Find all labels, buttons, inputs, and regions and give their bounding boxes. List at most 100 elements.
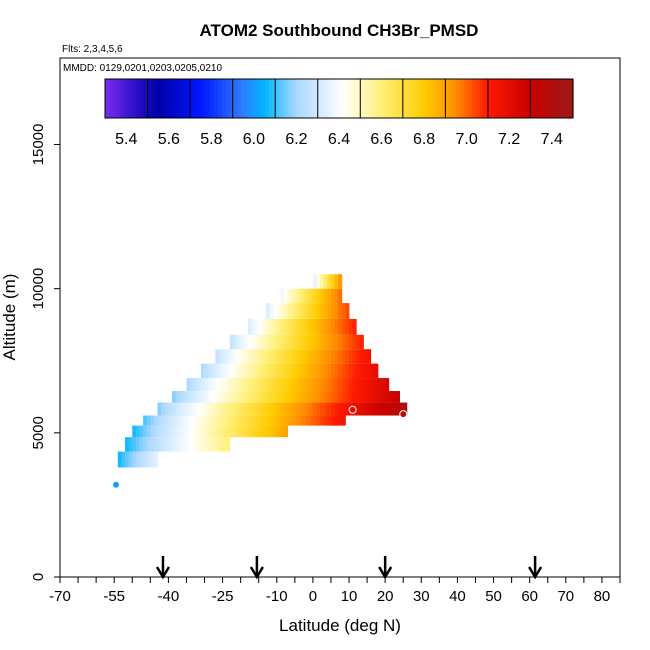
y-axis: 0 5000 10000 15000 — [30, 124, 60, 581]
colorbar-swatch — [300, 79, 305, 118]
heatmap-cell — [334, 378, 339, 392]
heatmap-cell — [237, 349, 242, 364]
heatmap-cell — [244, 402, 249, 416]
heatmap-cell — [280, 425, 285, 438]
colorbar-swatch — [210, 79, 215, 118]
heatmap-cell — [247, 402, 252, 416]
colorbar-swatch — [108, 79, 114, 118]
heatmap-cell — [258, 349, 263, 364]
heatmap-cell — [323, 415, 328, 426]
colorbar-swatch — [522, 79, 527, 118]
heatmap-cell — [251, 378, 256, 392]
heatmap-cell — [222, 363, 227, 379]
heatmap-cell — [244, 415, 249, 426]
colorbar-swatch — [303, 79, 309, 118]
heatmap-cell — [356, 391, 361, 403]
heatmap-cell — [218, 425, 223, 438]
heatmap-cell — [222, 402, 227, 416]
heatmap-cell — [247, 318, 252, 335]
heatmap-cell — [258, 402, 263, 416]
heatmap-cell — [233, 425, 238, 438]
heatmap-cell — [320, 274, 325, 289]
heatmap-cell — [352, 318, 357, 335]
colorbar-tick-label: 5.4 — [115, 131, 137, 148]
heatmap-cell — [273, 349, 278, 364]
plot-frame — [59, 57, 621, 578]
heatmap-cell — [345, 334, 350, 350]
heatmap-cell — [327, 334, 332, 350]
colorbar-swatch — [124, 79, 129, 118]
heatmap-cell — [208, 425, 213, 438]
colorbar-swatch — [549, 79, 555, 118]
heatmap-cell — [276, 425, 281, 438]
heatmap-cell — [403, 402, 408, 416]
x-tick-label: 80 — [594, 588, 611, 605]
heatmap-cell — [341, 402, 346, 416]
heatmap-cell — [359, 363, 364, 379]
colorbar-swatch — [151, 79, 157, 118]
heatmap-cell — [182, 415, 187, 426]
colorbar-swatch — [159, 79, 165, 118]
heatmap-cell — [370, 378, 375, 392]
heatmap-cell — [323, 378, 328, 392]
heatmap-cell — [291, 402, 296, 416]
heatmap-cell — [172, 437, 177, 452]
colorbar-swatch — [475, 79, 480, 118]
heatmap-cell — [316, 415, 321, 426]
heatmap-cell — [338, 334, 343, 350]
heatmap-cell — [265, 415, 270, 426]
heatmap-cell — [262, 378, 267, 392]
heatmap-cell — [327, 274, 332, 289]
heatmap-cell — [258, 391, 263, 403]
heatmap-cell — [374, 402, 379, 416]
heatmap-cell — [280, 318, 285, 335]
heatmap-cell — [312, 363, 317, 379]
heatmap-cell — [273, 425, 278, 438]
heatmap-cell — [374, 363, 379, 379]
heatmap-cell — [363, 363, 368, 379]
heatmap-cell — [215, 391, 220, 403]
heatmap-cell — [359, 378, 364, 392]
heatmap-cell — [255, 378, 260, 392]
heatmap-cell — [359, 334, 364, 350]
heatmap-cell — [287, 415, 292, 426]
heatmap-cell — [276, 303, 281, 319]
heatmap-cell — [251, 334, 256, 350]
heatmap-cell — [204, 425, 209, 438]
heatmap-cell — [399, 402, 404, 416]
colorbar-swatch — [116, 79, 122, 118]
heatmap-cell — [341, 318, 346, 335]
heatmap-cell — [294, 334, 299, 350]
heatmap-cell — [323, 318, 328, 335]
heatmap-cell — [269, 334, 274, 350]
heatmap-cell — [237, 334, 242, 350]
heatmap-cell — [356, 402, 361, 416]
heatmap-cell — [265, 318, 270, 335]
heatmap-cell — [273, 334, 278, 350]
heatmap-cell — [244, 363, 249, 379]
heatmap-cell — [200, 437, 205, 452]
heatmap-cell — [215, 363, 220, 379]
heatmap-cell — [352, 334, 357, 350]
colorbar-swatch — [155, 79, 161, 118]
heatmap-cell — [327, 318, 332, 335]
colorbar-swatch — [506, 79, 512, 118]
x-axis: -70 -55 -40 -25 -10 0 10 20 30 40 50 60 70 80 — [49, 577, 621, 605]
heatmap-cell — [190, 415, 195, 426]
heatmap-cell — [294, 318, 299, 335]
heatmap-cell — [305, 334, 310, 350]
heatmap-cell — [273, 363, 278, 379]
heatmap-cell — [150, 425, 155, 438]
heatmap-cell — [273, 402, 278, 416]
heatmap-cell — [251, 363, 256, 379]
heatmap-cell — [312, 318, 317, 335]
heatmap-cell — [312, 391, 317, 403]
heatmap-cell — [302, 303, 307, 319]
heatmap-cell — [226, 425, 231, 438]
heatmap-cell — [179, 402, 184, 416]
heatmap-cell — [218, 378, 223, 392]
heatmap-cell — [291, 318, 296, 335]
arrow-icon — [249, 566, 264, 580]
heatmap-cell — [345, 378, 350, 392]
colorbar-swatch — [385, 79, 391, 118]
